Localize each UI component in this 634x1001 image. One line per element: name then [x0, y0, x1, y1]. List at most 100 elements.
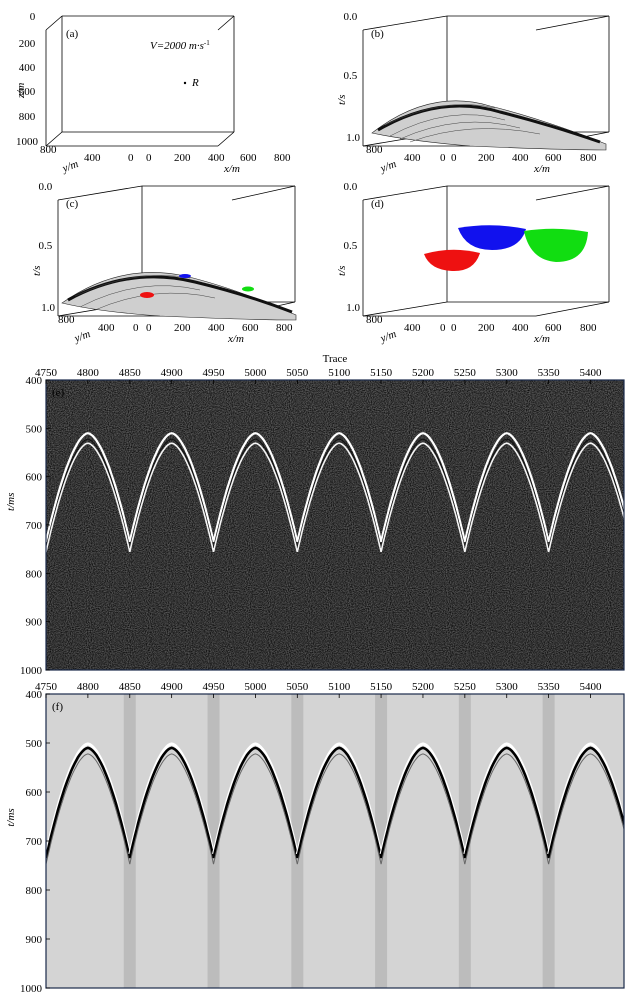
x-tick-label: 5050 — [286, 681, 309, 693]
panel-a-zticks: 0 200 400 600 800 1000 — [16, 11, 39, 148]
x-tick-label: 4850 — [119, 681, 142, 693]
hyperbola-2-lower — [129, 753, 214, 865]
panel-a-xlabel: x/m — [223, 163, 240, 175]
red-bowl — [424, 249, 480, 272]
x-tick-label: 5250 — [454, 367, 477, 379]
y-tick-label: 700 — [26, 836, 43, 848]
x-tick-label: 4900 — [161, 681, 184, 693]
grey-base — [46, 694, 624, 988]
hyperbola-4-lower — [296, 753, 382, 865]
hyperbola-5-tail — [380, 442, 466, 553]
x-tick-label: 5000 — [244, 681, 267, 693]
trace-band — [375, 694, 388, 988]
panel-b-xlabel: x/m — [533, 163, 550, 175]
green-bowl — [524, 228, 588, 262]
hyperbola-7-lower — [548, 753, 624, 865]
trace-band — [207, 694, 220, 988]
noise-shade — [46, 380, 624, 670]
x-tick-label: 5000 — [244, 367, 267, 379]
velocity-label: V=2000 m·s-1 — [150, 39, 210, 52]
hyperbola-2 — [128, 746, 215, 859]
panel-d-yticks: 800400 0 — [366, 314, 446, 334]
panel-b-zlabel: t/s — [336, 95, 348, 105]
trace-band — [458, 694, 471, 988]
panel-b-label: (b) — [371, 28, 384, 40]
y-tick-label: 400 — [26, 375, 43, 387]
hyperbola-2-lower — [129, 438, 214, 549]
hyperbola-3-lower — [213, 753, 298, 865]
y-axis-label: t/ms — [5, 493, 17, 511]
panel-c-xticks: 0 200 400 600 800 — [146, 322, 293, 334]
panel-b-zticks: 0.0 0.5 1.0 — [344, 11, 361, 144]
panel-d-bowls — [424, 225, 588, 272]
hyperbola-6-lower — [464, 753, 550, 865]
y-axis-label: t/ms — [5, 808, 17, 826]
panel-d: (d) t/s 0.0 0.5 1.0 — [336, 181, 610, 317]
panel-a-xticks: 0 200 400 600 800 — [146, 152, 291, 164]
x-tick-label: 4950 — [203, 367, 226, 379]
x-tick-label: 5350 — [538, 681, 561, 693]
y-tick-label: 500 — [26, 423, 43, 435]
x-tick-label: 4950 — [203, 681, 226, 693]
panel-a-ylabel: y/m — [60, 158, 80, 175]
hyperbola-6-tail — [464, 442, 550, 553]
y-tick-label: 600 — [26, 472, 43, 484]
panel-c-xlabel: x/m — [227, 333, 244, 345]
hyperbola-1-tail — [46, 442, 131, 553]
green-patch — [242, 286, 254, 292]
x-tick-label: 5300 — [496, 367, 519, 379]
panel-a-box — [45, 15, 235, 147]
panel-d-label: (d) — [371, 198, 384, 210]
hyperbola-3-tail — [212, 442, 299, 553]
receiver-label: R — [191, 77, 199, 89]
panel-d-xticks: 0 200 400 600 800 — [451, 322, 597, 334]
panel-d-zticks: 0.0 0.5 1.0 — [344, 181, 361, 314]
x-tick-label: 5400 — [579, 367, 602, 379]
trace-band — [542, 694, 555, 988]
hyperbola-5-lower — [380, 438, 466, 549]
panel-a-zlabel: z/m — [15, 83, 27, 99]
x-tick-label: 4750 — [35, 681, 58, 693]
panel-d-ylabel: y/m — [378, 328, 398, 345]
red-patch — [140, 292, 154, 298]
x-tick-label: 5100 — [328, 681, 351, 693]
panel-label: (e) — [52, 387, 65, 399]
y-tick-label: 600 — [26, 787, 43, 799]
x-axis-label: Trace — [323, 353, 348, 365]
panel-f: 4750 4800 4850 4900 4950 5000 5050 5100 5150 5200… — [5, 681, 625, 995]
hyperbola-4-tail — [296, 442, 382, 553]
y-tick-label: 800 — [26, 568, 43, 580]
panel-b-yticks: 800400 0 — [366, 144, 446, 164]
hyperbola-1-lower — [46, 438, 131, 549]
hyperbola-5 — [380, 432, 466, 543]
hyperbola-1 — [46, 432, 131, 543]
hyperbola-6 — [463, 746, 550, 859]
panel-c-bottom-axes: 800400 0 y/m 0 200 400 600 800 x/m — [58, 314, 293, 345]
panel-d-box — [362, 185, 610, 317]
plot-area — [46, 694, 624, 988]
hyperbola-5 — [379, 746, 467, 859]
x-tick-label: 5300 — [496, 681, 519, 693]
y-tick-label: 900 — [26, 934, 43, 946]
x-tick-label: 5150 — [370, 367, 393, 379]
panel-b-ylabel: y/m — [378, 158, 398, 175]
panel-a: (a) V=2000 m·s-1 R z/m 0 200 400 600 800… — [15, 11, 235, 148]
panel-b-surface — [371, 100, 607, 151]
hyperbola-4 — [296, 746, 383, 859]
panel-b: (b) t/s 0.0 0.5 1.0 — [336, 11, 610, 151]
y-tick-label: 1000 — [20, 983, 43, 995]
x-tick-label: 5200 — [412, 367, 435, 379]
panel-a-label: (a) — [66, 28, 79, 40]
hyperbola-4-lower — [296, 438, 382, 549]
x-tick-label: 4750 — [35, 367, 58, 379]
x-tick-label: 4800 — [77, 681, 100, 693]
panel-c-yticks: 800400 0 — [58, 314, 139, 334]
hyperbola-4 — [296, 432, 383, 543]
hyperbola-7 — [547, 746, 624, 859]
panel-c-label: (c) — [66, 198, 79, 210]
hyperbola-3-lower — [213, 438, 298, 549]
x-tick-label: 5100 — [328, 367, 351, 379]
hyperbola-3 — [212, 432, 299, 543]
x-tick-label: 4800 — [77, 367, 100, 379]
